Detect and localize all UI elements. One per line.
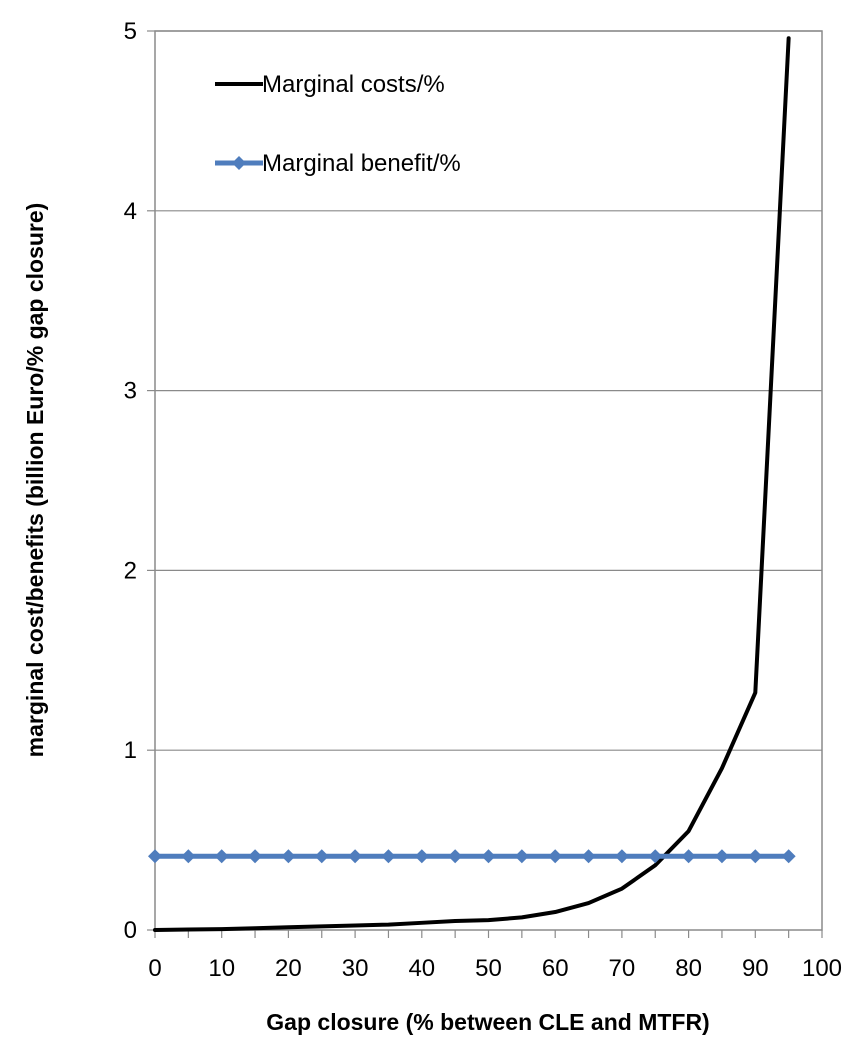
series-point [348,849,363,864]
series-point [581,849,596,864]
plot-area [154,30,823,931]
series-point [314,849,329,864]
x-axis-title: Gap closure (% between CLE and MTFR) [266,1009,709,1035]
x-tick-label: 30 [342,955,369,982]
series-point [748,849,763,864]
x-tick-label: 50 [475,955,502,982]
y-tick-label: 2 [124,557,137,584]
x-tick-label: 90 [742,955,769,982]
x-tick-label: 0 [148,955,161,982]
series-point [414,849,429,864]
y-tick-label: 4 [124,198,137,225]
x-tick-label: 10 [208,955,235,982]
series-point [648,849,663,864]
x-tick-label: 100 [802,955,842,982]
legend-label: Marginal costs/% [262,71,445,98]
y-tick-label: 1 [124,737,137,764]
series-line [153,36,791,932]
series-point [481,849,496,864]
series-point [681,849,696,864]
x-tick-label: 80 [675,955,702,982]
series-point [548,849,563,864]
y-axis-title: marginal cost/benefits (billion Euro/% g… [22,203,48,758]
series-point [781,849,796,864]
x-tick-label: 40 [408,955,435,982]
legend: Marginal costs/% Marginal benefit/% [215,71,461,177]
x-tick-label: 20 [275,955,302,982]
series-point [281,849,296,864]
legend-marker [232,156,246,170]
y-tick-label: 3 [124,378,137,405]
series-point [381,849,396,864]
x-tick-label: 60 [542,955,569,982]
y-tick-label: 5 [124,18,137,45]
series-point [514,849,529,864]
series-group [148,36,796,932]
series-point [614,849,629,864]
y-tick-label: 0 [124,917,137,944]
series-point [714,849,729,864]
series-point [448,849,463,864]
series-point [148,849,162,864]
x-tick-label: 70 [609,955,636,982]
legend-label: Marginal benefit/% [262,150,461,177]
gridlines [155,30,822,751]
series-point [248,849,263,864]
series-point [181,849,196,864]
series-point [214,849,229,864]
